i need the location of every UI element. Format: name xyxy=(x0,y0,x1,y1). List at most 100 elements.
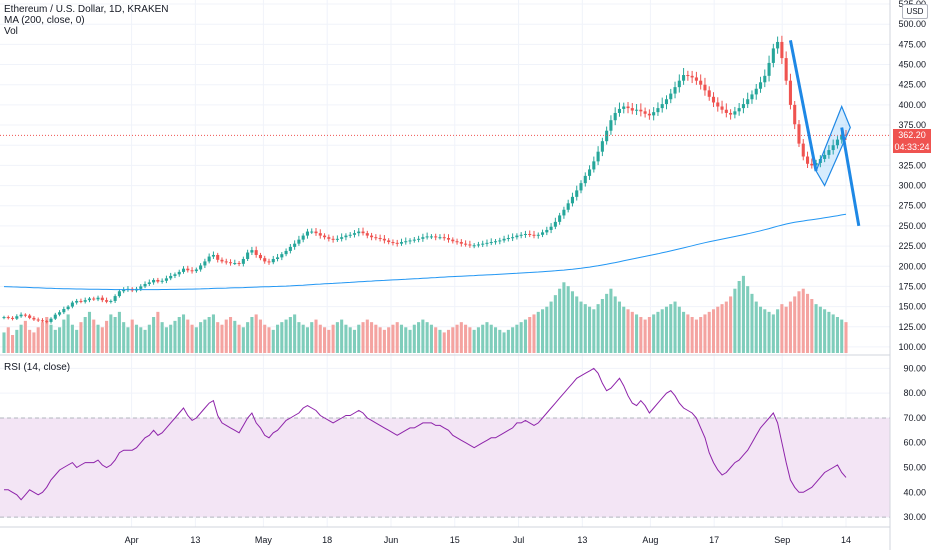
volume-bar xyxy=(643,319,647,353)
candle-body xyxy=(784,58,788,81)
candle-body xyxy=(451,239,455,242)
volume-bar xyxy=(583,304,587,353)
volume-bar xyxy=(399,324,404,353)
candle-body xyxy=(694,77,698,81)
candle-body xyxy=(32,317,36,320)
candle-body xyxy=(271,258,275,263)
rsi-indicator-label[interactable]: RSI (14, close) xyxy=(4,362,71,373)
candle-body xyxy=(464,243,468,245)
volume-bar xyxy=(626,309,630,353)
time-tick-label: Jun xyxy=(384,535,399,545)
volume-bar xyxy=(446,329,451,353)
candle-body xyxy=(669,93,673,100)
volume-bar xyxy=(404,327,408,353)
candle-body xyxy=(370,235,374,238)
candle-body xyxy=(199,265,203,270)
volume-bar xyxy=(288,317,292,353)
candle-body xyxy=(250,250,254,253)
volume-bar xyxy=(472,329,476,353)
candle-body xyxy=(395,242,399,244)
candle-body xyxy=(361,231,365,234)
candle-body xyxy=(241,258,245,264)
last-price-tag: 362.20 xyxy=(893,129,931,142)
candle-body xyxy=(263,258,267,262)
volume-bar xyxy=(493,327,498,353)
ma-indicator-label[interactable]: MA (200, close, 0) xyxy=(4,15,85,26)
candle-body xyxy=(62,309,66,313)
candle-body xyxy=(92,298,96,300)
volume-bar xyxy=(481,324,485,353)
volume-bar xyxy=(545,306,549,353)
volume-bar xyxy=(421,319,425,353)
volume-bar xyxy=(729,296,733,353)
volume-bar xyxy=(387,327,391,353)
volume-bar xyxy=(711,309,716,353)
candle-body xyxy=(96,297,100,300)
candle-body xyxy=(58,312,62,315)
volume-bar xyxy=(370,322,374,353)
candle-body xyxy=(36,319,40,321)
candle-body xyxy=(421,237,425,239)
volume-bar xyxy=(199,322,203,353)
volume-bar xyxy=(438,329,442,353)
projection-line xyxy=(840,127,861,227)
candle-body xyxy=(545,229,549,233)
volume-bar xyxy=(53,329,57,353)
rsi-axis[interactable]: 30.00 40.00 50.00 60.00 70.00 80.00 90.00 xyxy=(903,363,926,522)
candle-body xyxy=(553,221,557,227)
candle-body xyxy=(417,238,421,240)
volume-bar xyxy=(357,324,361,353)
candle-body xyxy=(434,236,438,238)
volume-bar xyxy=(540,309,545,353)
candle-body xyxy=(147,282,151,284)
candle-body xyxy=(156,279,160,282)
volume-bar xyxy=(613,296,617,353)
volume-bar xyxy=(237,324,241,353)
volume-bar xyxy=(382,329,386,353)
price-tick-label: 225.00 xyxy=(898,241,926,251)
candle-body xyxy=(6,317,10,319)
candle-body xyxy=(720,106,724,110)
candle-body xyxy=(169,275,173,279)
volume-bar xyxy=(207,317,211,353)
volume-bar xyxy=(536,311,540,353)
rsi-tick-label: 40.00 xyxy=(903,487,926,497)
volume-bar xyxy=(532,314,536,353)
volume-bar xyxy=(737,281,741,353)
candle-body xyxy=(327,237,331,239)
currency-badge[interactable]: USD xyxy=(902,4,928,19)
candle-body xyxy=(408,240,412,242)
candle-body xyxy=(617,108,622,113)
volume-bar xyxy=(694,319,698,353)
candle-body xyxy=(592,161,596,170)
volume-indicator-label[interactable]: Vol xyxy=(4,26,18,37)
candle-body xyxy=(763,75,767,83)
volume-bar xyxy=(117,311,121,353)
volume-bar xyxy=(211,314,215,353)
candle-body xyxy=(647,113,651,116)
candle-body xyxy=(100,297,104,301)
price-axis[interactable]: 100.00 125.00 150.00 175.00 200.00 225.00 250.… xyxy=(898,0,926,352)
volume-bar xyxy=(511,327,515,353)
volume-bar xyxy=(152,317,156,353)
symbol-title[interactable]: Ethereum / U.S. Dollar, 1D, KRAKEN xyxy=(4,4,169,15)
candle-body xyxy=(160,280,164,282)
time-axis[interactable]: Apr 13 May 18 Jun 15 Jul 13 Aug 17 Sep 14 xyxy=(125,535,851,545)
volume-bar xyxy=(348,327,352,353)
volume-bar xyxy=(797,291,801,353)
volume-bar xyxy=(395,322,399,353)
time-tick-label: 14 xyxy=(841,535,851,545)
volume-bar xyxy=(814,304,818,353)
volume-bar xyxy=(827,311,831,353)
volume-bar xyxy=(519,322,523,353)
candle-body xyxy=(267,261,271,263)
volume-bar xyxy=(147,324,151,353)
volume-bar xyxy=(2,332,6,353)
candle-body xyxy=(87,298,92,301)
volume-bar xyxy=(32,332,36,353)
volume-bar xyxy=(639,317,643,353)
price-tick-label: 100.00 xyxy=(898,342,926,352)
volume-bar xyxy=(297,322,301,353)
candle-body xyxy=(459,242,463,244)
